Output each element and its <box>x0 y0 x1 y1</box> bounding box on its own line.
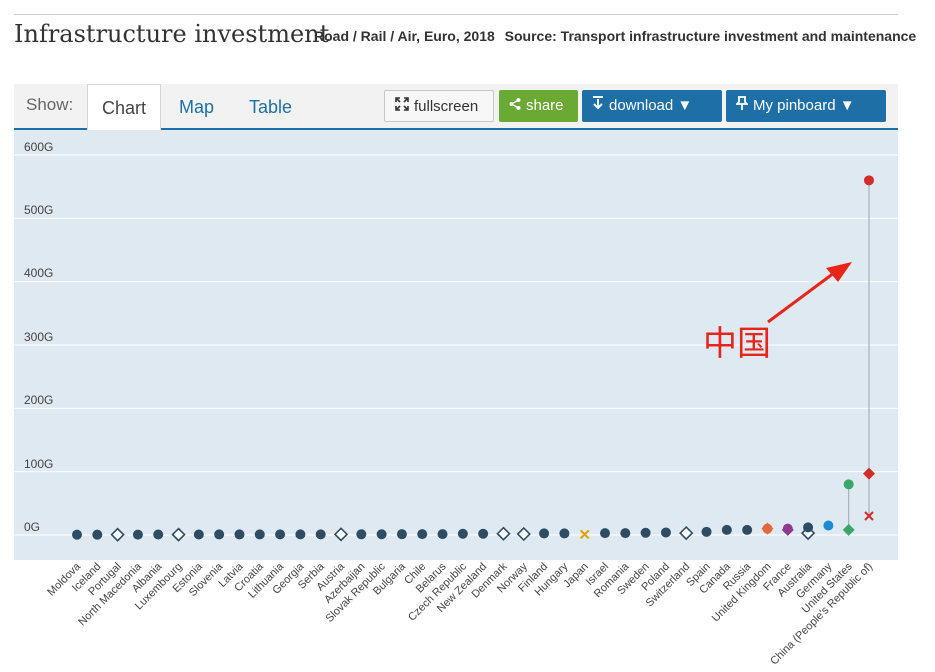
fullscreen-label: fullscreen <box>414 98 479 115</box>
tab-chart[interactable]: Chart <box>87 84 161 130</box>
total-point <box>620 528 631 539</box>
total-point <box>396 529 407 540</box>
total-point <box>234 529 245 540</box>
rail-point <box>171 527 186 542</box>
total-point <box>376 529 387 540</box>
total-point <box>864 175 874 186</box>
pinboard-button[interactable]: My pinboard ▼ <box>726 90 886 122</box>
total-point <box>437 529 448 540</box>
tab-map[interactable]: Map <box>179 97 215 117</box>
indicator-subtitle: Road / Rail / Air, Euro, 2018 <box>314 28 495 44</box>
total-point <box>457 528 468 539</box>
total-point <box>72 529 82 540</box>
page-title: Infrastructure investment <box>14 20 330 48</box>
total-point <box>823 520 834 531</box>
total-point <box>742 524 753 535</box>
total-point <box>417 529 428 540</box>
share-button[interactable]: share <box>499 90 578 122</box>
total-point <box>92 529 103 540</box>
total-point <box>559 528 570 539</box>
rail-point <box>516 526 531 542</box>
y-tick-label: 500G <box>24 203 54 217</box>
pinboard-label: My pinboard ▼ <box>753 97 855 114</box>
total-point <box>275 529 286 540</box>
y-tick-label: 400G <box>24 266 54 280</box>
fullscreen-button[interactable]: fullscreen <box>384 90 494 122</box>
y-tick-label: 0G <box>24 520 41 534</box>
annotation-arrow <box>767 268 839 324</box>
total-point <box>539 528 550 539</box>
total-point <box>600 528 610 539</box>
total-point <box>478 528 489 539</box>
total-point <box>782 523 793 534</box>
total-point <box>701 526 712 537</box>
source-link[interactable]: Source: Transport infrastructure investm… <box>504 28 917 44</box>
chart-toolbar: Show: Chart Map Table fullscreen share d… <box>14 84 898 130</box>
y-tick-label: 300G <box>24 330 54 344</box>
tab-table[interactable]: Table <box>249 97 293 117</box>
download-label: download ▼ <box>609 97 693 114</box>
rail-point <box>110 527 125 542</box>
show-label: Show: <box>26 95 74 114</box>
total-point <box>803 522 814 533</box>
y-tick-label: 600G <box>24 140 54 154</box>
road-point <box>842 523 855 536</box>
total-point <box>295 529 306 540</box>
total-point <box>356 529 367 540</box>
total-point <box>721 524 732 535</box>
rail-point <box>679 525 694 541</box>
rail-point <box>496 526 511 541</box>
y-tick-label: 200G <box>24 393 54 407</box>
rail-point <box>333 527 349 542</box>
china-annotation-label: 中国 <box>703 324 771 364</box>
total-point <box>640 527 651 538</box>
header-divider <box>14 14 898 15</box>
total-point <box>214 529 225 540</box>
road-point <box>863 467 875 480</box>
total-point <box>132 529 143 540</box>
total-point <box>193 529 204 540</box>
share-icon <box>509 90 521 122</box>
total-point <box>315 529 326 540</box>
share-label: share <box>526 97 564 114</box>
air-point <box>864 511 874 521</box>
air-point <box>579 529 590 540</box>
total-point <box>762 523 773 534</box>
total-point <box>254 529 265 540</box>
y-tick-label: 100G <box>24 457 54 471</box>
page-subtitle: Road / Rail / Air, Euro, 2018 Source: Tr… <box>314 28 916 44</box>
total-point <box>660 527 671 538</box>
annotation-arrowhead <box>826 262 852 282</box>
fullscreen-icon <box>395 91 409 123</box>
pin-icon <box>734 90 750 122</box>
download-button[interactable]: download ▼ <box>582 90 722 122</box>
download-icon <box>592 90 604 122</box>
total-point <box>843 479 854 490</box>
total-point <box>153 529 164 540</box>
